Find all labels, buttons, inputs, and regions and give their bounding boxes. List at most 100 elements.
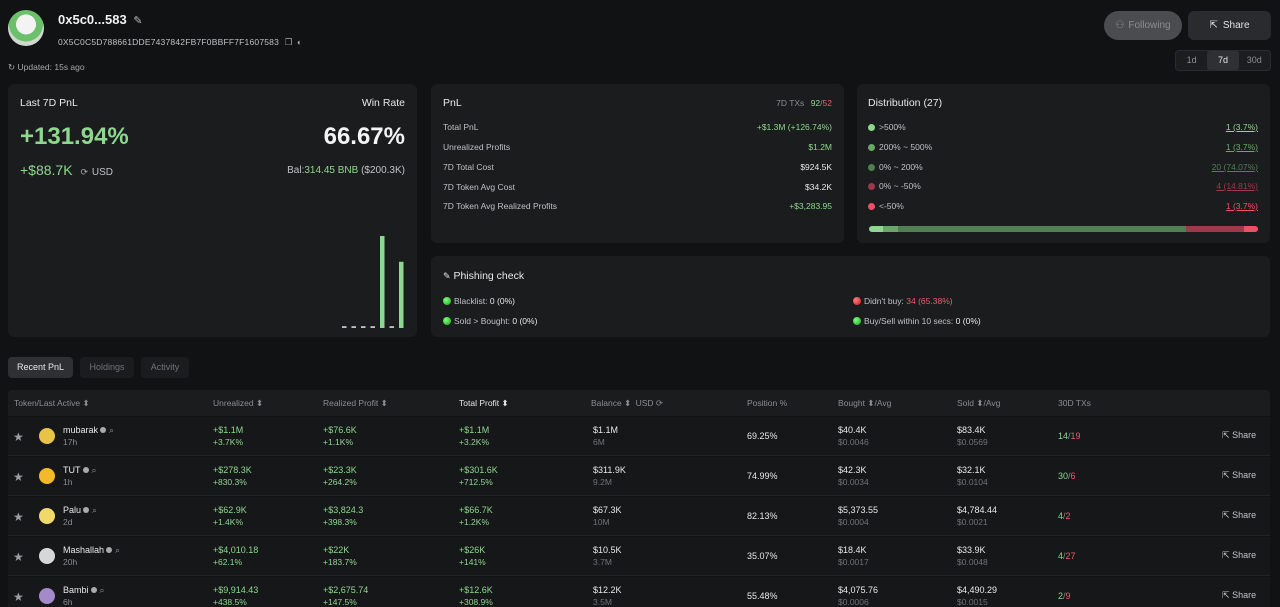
- last-active: 20h: [63, 557, 78, 567]
- refresh-icon[interactable]: ↻: [8, 62, 16, 72]
- last-active: 6h: [63, 597, 73, 607]
- balance-value: $311.9K: [593, 465, 626, 475]
- copy-icon[interactable]: [100, 427, 107, 433]
- pnl-bar: [351, 326, 356, 328]
- sold-value: $83.4K: [957, 425, 986, 435]
- star-icon[interactable]: ★: [13, 430, 24, 444]
- row-share-button[interactable]: ⇱ Share: [1222, 550, 1256, 561]
- search-icon[interactable]: ⌕: [99, 585, 105, 595]
- star-icon[interactable]: ★: [13, 470, 24, 484]
- dist-row-value[interactable]: 1 (3.7%): [1225, 201, 1258, 211]
- dist-row-value[interactable]: 4 (14.81%): [1216, 181, 1258, 191]
- token-name[interactable]: Bambi: [63, 585, 89, 595]
- pnl-percent: +131.94%: [20, 123, 129, 150]
- copy-icon[interactable]: ❐: [284, 37, 293, 47]
- position-pct: 55.48%: [747, 591, 778, 601]
- star-icon[interactable]: ★: [13, 510, 24, 524]
- range-1d[interactable]: 1d: [1186, 55, 1197, 65]
- dist-row-value[interactable]: 1 (3.7%): [1225, 122, 1258, 132]
- swap-currency-icon[interactable]: ⟳: [80, 167, 88, 177]
- copy-icon[interactable]: [106, 547, 113, 553]
- unrealized-value: +$4,010.18: [213, 545, 259, 555]
- star-icon[interactable]: ★: [13, 590, 24, 604]
- following-button[interactable]: ⚇ Following: [1104, 11, 1182, 40]
- tab-activity[interactable]: Activity: [141, 357, 189, 378]
- total-profit-value: +$1.1M: [459, 425, 490, 435]
- token-name[interactable]: Mashallah: [63, 545, 105, 555]
- header-unrealized[interactable]: Unrealized ⬍: [213, 398, 264, 408]
- token-name[interactable]: TUT: [63, 465, 81, 475]
- range-30d[interactable]: 30d: [1246, 55, 1262, 65]
- bought-value: $42.3K: [838, 465, 867, 475]
- pnl-row-label: 7D Token Avg Realized Profits: [443, 201, 558, 211]
- bought-avg: $0.0004: [838, 517, 869, 527]
- table-row[interactable]: ★ Mashallah ⌕ 20h +$4,010.18 +62.1% +$22K +…: [8, 537, 1270, 576]
- distribution-bar-segment: [1185, 226, 1244, 232]
- search-icon[interactable]: ⌕: [92, 505, 98, 515]
- last-active: 1h: [63, 477, 73, 487]
- edit-icon[interactable]: ✎: [133, 15, 143, 27]
- swap-currency-icon[interactable]: ⟳: [655, 398, 664, 408]
- bought-avg: $0.0034: [838, 477, 869, 487]
- dist-row-label: 200% ~ 500%: [868, 142, 932, 152]
- realized-pct: +264.2%: [323, 477, 357, 487]
- usd-toggle[interactable]: USD: [635, 398, 654, 408]
- table-row[interactable]: ★ TUT ⌕ 1h +$278.3K +830.3% +$23.3K +264.2%…: [8, 457, 1270, 496]
- header-realized[interactable]: Realized Profit ⬍: [323, 398, 388, 408]
- unrealized-pct: +830.3%: [213, 477, 247, 487]
- range-7d[interactable]: 7d: [1207, 51, 1239, 70]
- pnl-summary-panel: Last 7D PnL Win Rate +131.94% 66.67% +$8…: [8, 84, 417, 337]
- table-row[interactable]: ★ Palu ⌕ 2d +$62.9K +1.4K% +$3,824.3 +398.3…: [8, 497, 1270, 536]
- dist-row-value[interactable]: 20 (74.07%): [1211, 162, 1258, 172]
- token-name[interactable]: Palu: [63, 505, 82, 515]
- star-icon[interactable]: ★: [13, 550, 24, 564]
- table-row[interactable]: ★ mubarak ⌕ 17h +$1.1M +3.7K% +$76.6K +1.1K…: [8, 417, 1270, 456]
- pnl-bar: [389, 326, 394, 328]
- token-name[interactable]: mubarak: [63, 425, 99, 435]
- pnl-bar: [380, 236, 385, 328]
- row-share-button[interactable]: ⇱ Share: [1222, 430, 1256, 441]
- dist-row-label: 0% ~ 200%: [868, 162, 923, 172]
- copy-icon[interactable]: [82, 467, 89, 473]
- updated-text: Updated: 15s ago: [17, 62, 85, 72]
- dist-row-value[interactable]: 1 (3.7%): [1225, 142, 1258, 152]
- tx-buy-count: 2: [1058, 591, 1064, 601]
- share-icon: ⇱: [1222, 590, 1230, 600]
- bought-value: $5,373.55: [838, 505, 879, 515]
- updated-status: ↻ Updated: 15s ago: [8, 62, 85, 73]
- token-icon: [39, 508, 55, 524]
- tx-sell-count: 19: [1070, 431, 1081, 441]
- position-pct: 82.13%: [747, 511, 778, 521]
- header-total-profit[interactable]: Total Profit ⬍: [459, 398, 509, 408]
- total-profit-pct: +308.9%: [459, 597, 493, 607]
- search-icon[interactable]: ⌕: [109, 425, 115, 435]
- token-icon: [39, 428, 55, 444]
- dist-dot: [868, 144, 875, 151]
- search-icon[interactable]: ⌕: [91, 465, 97, 475]
- header-token[interactable]: Token/Last Active ⬍: [14, 398, 90, 408]
- header-balance[interactable]: Balance ⬍ USD ⟳: [591, 398, 664, 408]
- win-rate-label: Win Rate: [361, 97, 405, 109]
- header-sold[interactable]: Sold ⬍/Avg: [957, 398, 1001, 408]
- share-icon: ⇱: [1222, 510, 1230, 520]
- table-row[interactable]: ★ Bambi ⌕ 6h +$9,914.43 +438.5% +$2,675.74…: [8, 577, 1270, 607]
- txs-label: 7D TXs: [776, 98, 805, 108]
- tab-recent-pnl[interactable]: Recent PnL: [8, 357, 73, 378]
- didnt-buy-row: Didn't buy: 34 (65.38%): [853, 296, 953, 306]
- row-share-button[interactable]: ⇱ Share: [1222, 470, 1256, 481]
- pnl-bar-chart: [342, 236, 404, 328]
- row-share-button[interactable]: ⇱ Share: [1222, 590, 1256, 601]
- tab-holdings[interactable]: Holdings: [80, 357, 134, 378]
- total-profit-pct: +1.2K%: [459, 517, 490, 527]
- distribution-bar-segment: [1243, 226, 1258, 232]
- copy-icon[interactable]: [90, 587, 97, 593]
- search-icon[interactable]: ⌕: [115, 545, 121, 555]
- share-button[interactable]: ⇱ Share: [1188, 11, 1271, 40]
- ok-status-icon: [443, 297, 451, 305]
- copy-icon[interactable]: [83, 507, 90, 513]
- tx-sell-count: 27: [1065, 551, 1076, 561]
- balance-value: $12.2K: [593, 585, 622, 595]
- header-bought[interactable]: Bought ⬍/Avg: [838, 398, 892, 408]
- row-share-button[interactable]: ⇱ Share: [1222, 510, 1256, 521]
- explorer-icon[interactable]: ◐: [297, 37, 303, 47]
